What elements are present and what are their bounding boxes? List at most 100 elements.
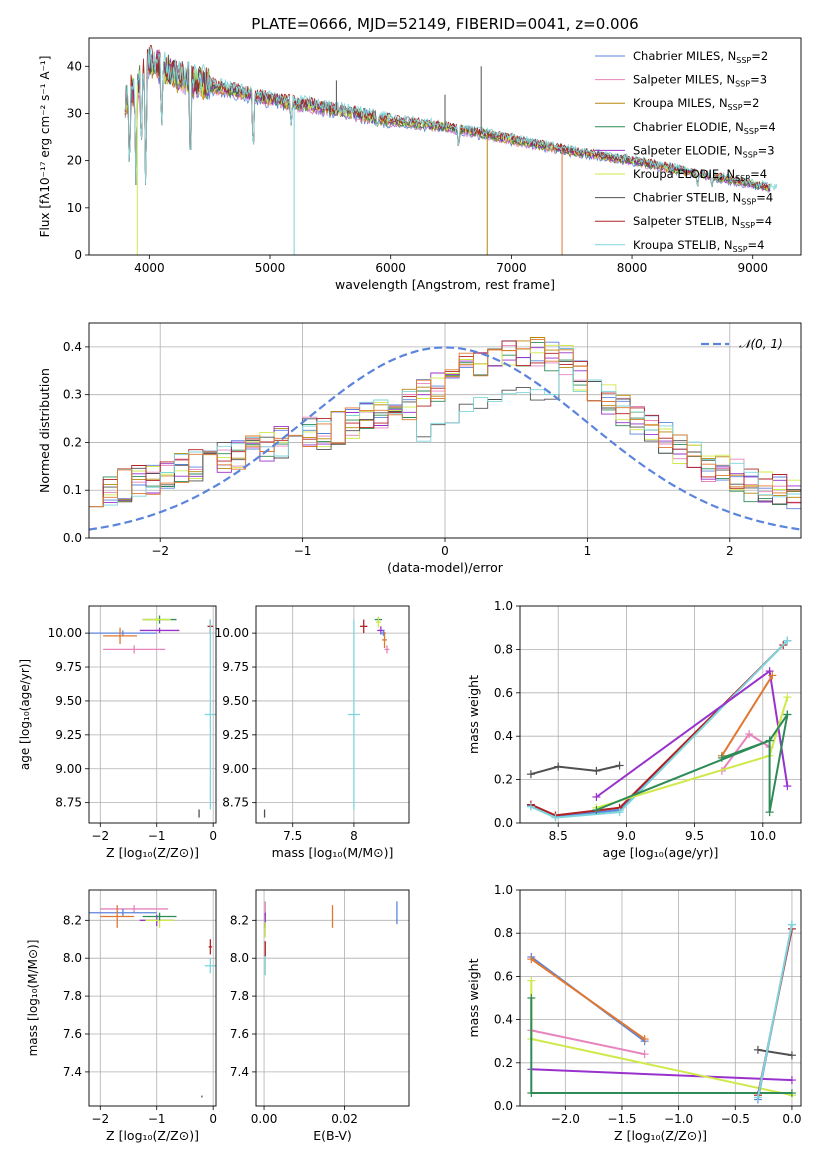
legend-label-text: Salpeter ELODIE, N bbox=[633, 143, 743, 157]
weight-line bbox=[756, 924, 793, 1098]
legend-label-text: Chabrier ELODIE, N bbox=[633, 120, 744, 134]
x-tick-label: 9.5 bbox=[685, 829, 704, 843]
y-tick-label: 8.0 bbox=[63, 951, 82, 965]
legend-label: Salpeter STELIB, NSSP=4 bbox=[633, 214, 772, 230]
x-tick-label: 0 bbox=[209, 829, 217, 843]
gaussian-curve bbox=[89, 346, 801, 531]
x-tick-label: −1.5 bbox=[607, 1112, 636, 1126]
axes-frame bbox=[255, 889, 410, 1107]
x-tick-label: −0.5 bbox=[721, 1112, 750, 1126]
y-tick-label: 0.4 bbox=[63, 340, 82, 354]
x-tick-label: 0.0 bbox=[782, 1112, 801, 1126]
weight-line bbox=[530, 958, 646, 1040]
weight-line bbox=[531, 1068, 792, 1082]
y-tick-label: 0.1 bbox=[63, 483, 82, 497]
x-tick-label: −1.0 bbox=[664, 1112, 693, 1126]
legend-label-suffix: =4 bbox=[748, 238, 765, 252]
x-axis-label: wavelength [Angstrom, rest frame] bbox=[335, 277, 555, 292]
y-tick-label: 0.8 bbox=[494, 926, 513, 940]
legend-label-sub: SSP bbox=[728, 103, 743, 112]
legend-label-suffix: =2 bbox=[751, 49, 768, 63]
x-tick-label: 8.5 bbox=[549, 829, 568, 843]
legend-label-suffix: =2 bbox=[743, 96, 760, 110]
legend-label-text: Kroupa ELODIE, N bbox=[633, 167, 735, 181]
axes-frame bbox=[88, 605, 217, 824]
y-tick-label: 0.0 bbox=[494, 1099, 513, 1113]
legend-label-suffix: =4 bbox=[756, 191, 773, 205]
weight-line bbox=[757, 1048, 793, 1057]
y-tick-label: 7.8 bbox=[230, 989, 249, 1003]
x-tick-label: 2 bbox=[726, 544, 734, 558]
y-tick-label: 0.6 bbox=[494, 686, 513, 700]
weight-line bbox=[530, 639, 789, 818]
weight-line bbox=[721, 714, 789, 813]
y-tick-label: 9.75 bbox=[222, 660, 249, 674]
y-tick-label: 30 bbox=[67, 106, 82, 120]
y-tick-label: 0.3 bbox=[63, 388, 82, 402]
legend-label-text: Chabrier STELIB, N bbox=[633, 191, 741, 205]
x-tick-label: 0.00 bbox=[251, 1112, 278, 1126]
legend-label-text: Salpeter MILES, N bbox=[633, 73, 735, 87]
legend-label-sub: SSP bbox=[735, 80, 750, 89]
x-tick-label: 9000 bbox=[737, 261, 768, 275]
y-tick-label: 20 bbox=[67, 154, 82, 168]
y-tick-label: 0.4 bbox=[494, 1013, 513, 1027]
weight-line bbox=[530, 764, 620, 776]
y-tick-label: 9.25 bbox=[222, 728, 249, 742]
axes-frame bbox=[519, 889, 802, 1107]
x-axis-label: mass [log₁₀(M/M⊙)] bbox=[272, 845, 394, 860]
legend-label-sub: SSP bbox=[740, 221, 755, 230]
x-tick-label: 0 bbox=[209, 1112, 217, 1126]
x-tick-label: 10.0 bbox=[749, 829, 776, 843]
axes-frame bbox=[88, 37, 802, 256]
weight-line bbox=[530, 644, 785, 817]
legend-label-sub: SSP bbox=[744, 127, 759, 136]
y-tick-label: 8.2 bbox=[63, 913, 82, 927]
legend-label-suffix: =4 bbox=[759, 120, 776, 134]
axes-frame bbox=[255, 605, 410, 824]
legend-label: Kroupa ELODIE, NSSP=4 bbox=[633, 167, 767, 183]
legend-label: Kroupa STELIB, NSSP=4 bbox=[633, 238, 764, 254]
x-tick-label: 4000 bbox=[134, 261, 165, 275]
x-axis-label: E(B-V) bbox=[313, 1128, 352, 1143]
legend-label-sub: SSP bbox=[735, 174, 750, 183]
plot-area-residuals bbox=[89, 323, 801, 538]
y-tick-label: 9.50 bbox=[222, 694, 249, 708]
weight-line bbox=[596, 696, 789, 809]
legend-label-sub: SSP bbox=[743, 150, 758, 159]
y-axis-label: Flux [fλ10⁻¹⁷ erg cm⁻² s⁻¹ A⁻¹] bbox=[38, 56, 52, 238]
x-axis-label: Z [log₁₀(Z/Z⊙)] bbox=[614, 1128, 707, 1143]
x-axis-label: Z [log₁₀(Z/Z⊙)] bbox=[106, 1128, 199, 1143]
y-tick-label: 8.0 bbox=[230, 951, 249, 965]
weight-line bbox=[530, 640, 789, 819]
x-tick-label: 5000 bbox=[255, 261, 286, 275]
plot-area-massweight_vs_Z bbox=[520, 890, 801, 1106]
legend-label: Chabrier MILES, NSSP=2 bbox=[633, 49, 768, 65]
y-tick-label: 10 bbox=[67, 201, 82, 215]
legend-label: Salpeter ELODIE, NSSP=3 bbox=[633, 143, 775, 159]
x-tick-label: 7000 bbox=[496, 261, 527, 275]
axes-frame bbox=[519, 605, 802, 824]
legend-label: Chabrier ELODIE, NSSP=4 bbox=[633, 120, 776, 136]
y-tick-label: 8.75 bbox=[55, 796, 82, 810]
x-tick-label: 8000 bbox=[617, 261, 648, 275]
y-tick-label: 0.2 bbox=[494, 773, 513, 787]
legend-label: Kroupa MILES, NSSP=2 bbox=[633, 96, 759, 112]
y-tick-label: 9.25 bbox=[55, 728, 82, 742]
y-tick-label: 1.0 bbox=[494, 883, 513, 897]
y-tick-label: 40 bbox=[67, 59, 82, 73]
x-tick-label: 6000 bbox=[375, 261, 406, 275]
legend-label-sub: SSP bbox=[741, 198, 756, 207]
plot-area-spectrum bbox=[124, 44, 778, 255]
weight-line bbox=[596, 713, 789, 811]
y-tick-label: 0.2 bbox=[63, 435, 82, 449]
y-tick-label: 7.6 bbox=[230, 1027, 249, 1041]
y-axis-label: age [log₁₀(age/yr)] bbox=[18, 659, 32, 770]
legend-label-sub: SSP bbox=[733, 245, 748, 254]
y-tick-label: 7.4 bbox=[63, 1065, 82, 1079]
legend-label-suffix: =3 bbox=[750, 73, 767, 87]
y-tick-label: 10.00 bbox=[215, 626, 249, 640]
x-axis-label: age [log₁₀(age/yr)] bbox=[603, 845, 719, 860]
y-tick-label: 0.6 bbox=[494, 969, 513, 983]
